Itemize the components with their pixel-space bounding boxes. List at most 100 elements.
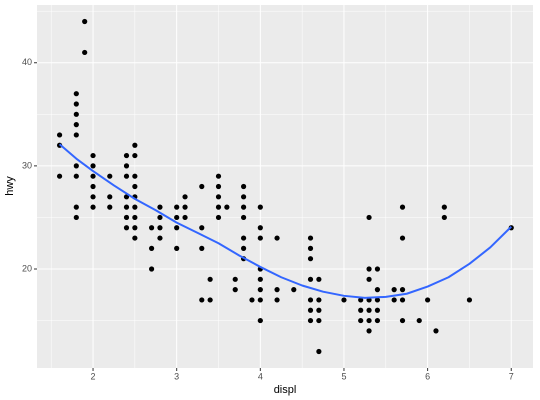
point [358, 307, 364, 313]
point [90, 152, 96, 159]
point [366, 214, 372, 221]
point [148, 245, 155, 251]
point [157, 235, 163, 241]
point [441, 214, 447, 221]
point [224, 204, 230, 210]
point [416, 317, 422, 324]
y-tick-label: 30 [22, 160, 32, 170]
point [182, 204, 188, 210]
point [157, 225, 163, 231]
point [56, 132, 63, 138]
point [199, 225, 205, 231]
point [399, 204, 406, 210]
point [90, 183, 96, 190]
point [199, 297, 205, 303]
point [199, 245, 205, 251]
point [274, 287, 280, 293]
point [366, 317, 372, 324]
point [257, 225, 263, 231]
grid [37, 5, 533, 368]
point [274, 235, 280, 241]
x-tick-label: 2 [91, 371, 96, 381]
point [132, 152, 138, 159]
point [240, 204, 247, 210]
point [232, 276, 238, 282]
x-tick-label: 7 [509, 371, 514, 381]
point [366, 266, 372, 272]
point [182, 214, 188, 221]
panel [37, 5, 533, 368]
point [240, 183, 247, 190]
point [425, 297, 431, 303]
point [207, 297, 213, 303]
point [90, 163, 96, 169]
x-tick-label: 6 [425, 371, 430, 381]
point [307, 307, 314, 313]
point [174, 225, 180, 231]
x-tick-label: 4 [258, 371, 263, 381]
point [107, 173, 113, 179]
point [316, 276, 322, 282]
point [240, 194, 247, 200]
y-tick-label: 20 [22, 263, 32, 273]
y-axis-title: hwy [4, 176, 16, 196]
point [433, 328, 439, 334]
point [466, 297, 473, 303]
point [399, 317, 406, 324]
point [174, 204, 180, 210]
point [157, 204, 163, 210]
point [148, 225, 155, 231]
x-tick-label: 5 [341, 371, 346, 381]
point [199, 183, 205, 190]
x-axis-title: displ [274, 384, 297, 396]
point [366, 307, 372, 313]
point [215, 204, 222, 210]
point [399, 287, 406, 293]
point [90, 194, 96, 200]
point [316, 317, 322, 324]
point [73, 132, 79, 138]
point [73, 122, 79, 128]
point [374, 307, 381, 313]
point [207, 276, 213, 282]
point [316, 348, 322, 355]
y-tick-label: 40 [22, 57, 32, 67]
point [215, 173, 222, 179]
point [240, 214, 247, 221]
point [56, 173, 63, 179]
marks [56, 18, 514, 355]
point [148, 266, 155, 272]
point [123, 163, 130, 169]
point [73, 101, 79, 107]
point [374, 297, 381, 303]
point [307, 297, 314, 303]
smooth-line [58, 143, 512, 299]
point [123, 152, 130, 159]
point [123, 204, 130, 210]
point [307, 245, 314, 251]
point [132, 214, 138, 221]
point [240, 245, 247, 251]
point [307, 256, 314, 262]
point [123, 225, 130, 231]
point [391, 287, 397, 293]
point [257, 297, 263, 303]
point [316, 307, 322, 313]
point [73, 163, 79, 169]
point [374, 317, 381, 324]
point [257, 276, 263, 282]
point [90, 173, 96, 179]
point [73, 111, 79, 117]
point [132, 173, 138, 179]
point [157, 214, 163, 221]
point [257, 204, 263, 210]
point [441, 204, 447, 210]
point [73, 173, 79, 179]
point [73, 91, 79, 97]
point [90, 204, 96, 210]
point [132, 235, 138, 241]
point [358, 297, 364, 303]
point [82, 18, 88, 25]
point [341, 297, 347, 303]
